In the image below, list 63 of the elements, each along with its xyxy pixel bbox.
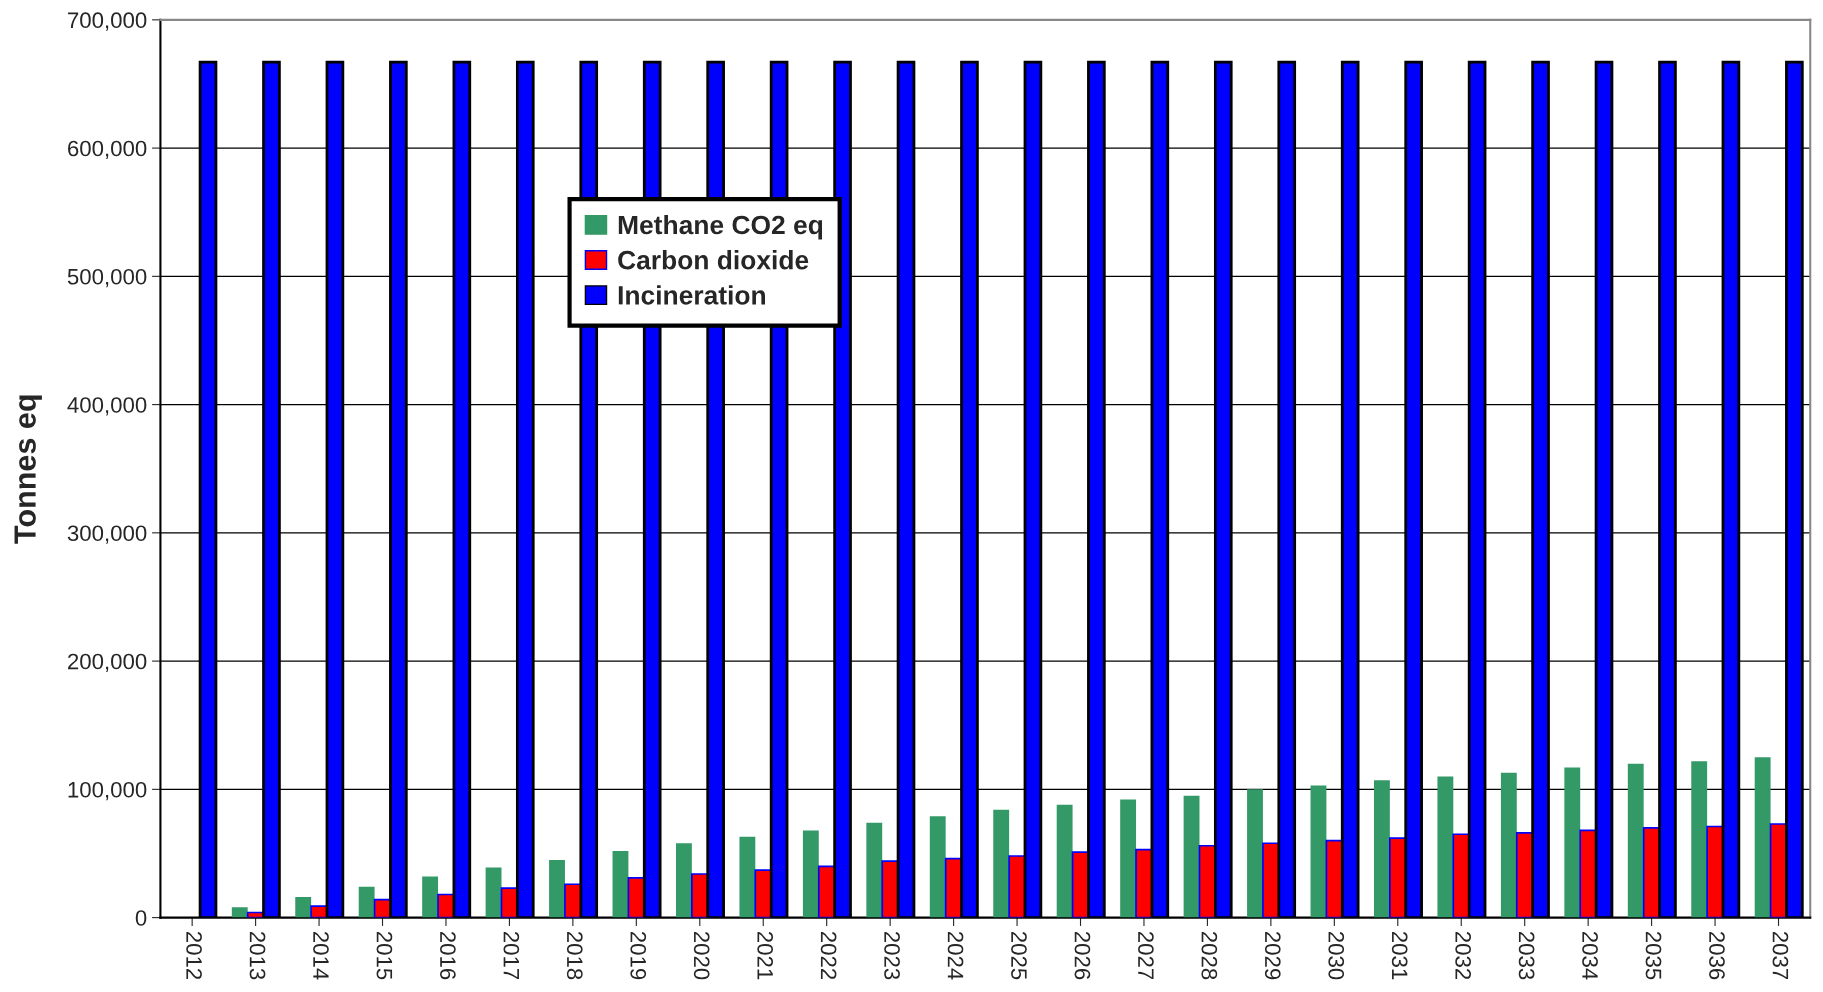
x-tick-label: 2018: [566, 931, 583, 980]
x-tick-label: 2014: [313, 931, 329, 980]
x-tick-label: 2015: [376, 931, 393, 980]
bar: [549, 859, 565, 918]
x-tick-label: 2031: [1391, 931, 1408, 980]
bar: [1120, 799, 1137, 918]
x-tick-label: 2032: [1455, 931, 1472, 980]
x-tick-label: 2025: [1011, 931, 1027, 980]
legend-label: Carbon dioxide: [618, 250, 809, 270]
x-tick-label: 2020: [693, 931, 710, 980]
x-tick-label: 2021: [757, 931, 774, 980]
y-tick-label: 0: [135, 910, 147, 926]
bar: [1247, 789, 1263, 918]
bar: [993, 809, 1010, 918]
bar: [1183, 795, 1200, 918]
x-tick-label: 2028: [1201, 931, 1218, 980]
x-tick-label: 2016: [440, 931, 456, 980]
bar: [358, 886, 375, 918]
x-tick-label: 2024: [947, 931, 964, 980]
legend-label: Methane CO2 eq: [618, 214, 823, 240]
bar: [802, 830, 819, 918]
bar: [1564, 767, 1581, 918]
legend-label: Incineration: [618, 285, 765, 305]
bar: [485, 867, 502, 918]
y-tick-label: 600,000: [68, 140, 147, 159]
x-tick-label: 2022: [820, 931, 837, 980]
x-tick-label: 2027: [1138, 931, 1154, 980]
bar: [675, 843, 692, 918]
bar: [1500, 772, 1517, 918]
bar: [231, 907, 248, 918]
y-tick-label: 400,000: [67, 397, 147, 416]
x-tick-label: 2026: [1074, 931, 1091, 980]
bar: [739, 836, 756, 918]
bar: [1373, 780, 1390, 918]
x-tick-label: 2013: [249, 931, 266, 980]
bar: [866, 822, 883, 918]
bar: [612, 850, 629, 918]
bar: [1056, 804, 1073, 918]
bar: [295, 897, 312, 918]
x-tick-label: 2023: [884, 931, 900, 980]
x-tick-label: 2030: [1328, 931, 1345, 980]
bar: [1437, 776, 1454, 918]
x-tick-label: 2012: [186, 931, 202, 980]
x-tick-label: 2037: [1772, 931, 1789, 980]
x-tick-label: 2017: [503, 931, 520, 980]
x-tick-label: 2029: [1264, 931, 1281, 980]
y-tick-label: 500,000: [67, 268, 147, 288]
y-tick-label: 200,000: [68, 653, 147, 672]
bar: [1310, 785, 1327, 918]
y-tick-label: 100,000: [68, 781, 147, 801]
y-tick-label: 300,000: [67, 525, 147, 544]
y-tick-label: 700,000: [68, 12, 147, 31]
bar: [1691, 761, 1708, 918]
x-tick-label: 2033: [1518, 931, 1535, 980]
y-axis-title: Tonnes eq: [14, 395, 42, 544]
bar: [1627, 763, 1644, 918]
x-tick-label: 2036: [1709, 931, 1725, 980]
bar: [929, 816, 946, 918]
x-tick-label: 2035: [1645, 931, 1662, 980]
bar: [422, 876, 439, 918]
bar: [1754, 757, 1771, 918]
x-tick-label: 2019: [630, 931, 647, 980]
x-tick-label: 2034: [1582, 931, 1598, 980]
